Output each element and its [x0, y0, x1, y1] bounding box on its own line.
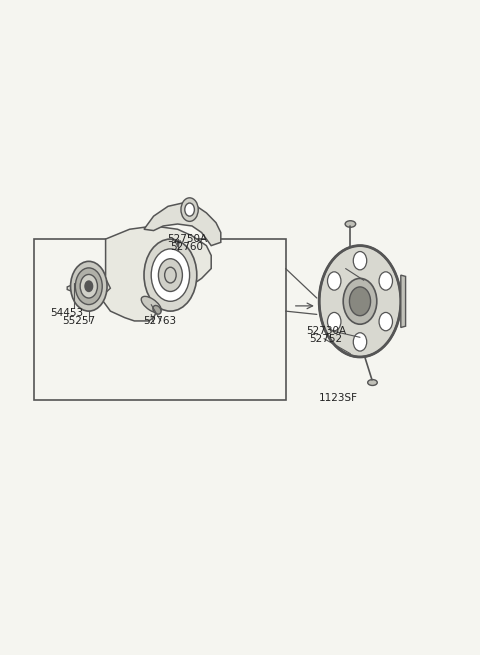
Circle shape: [85, 281, 93, 291]
Ellipse shape: [153, 305, 161, 314]
Circle shape: [327, 312, 341, 331]
Text: 1123SF: 1123SF: [319, 393, 358, 403]
Circle shape: [327, 272, 341, 290]
Text: 52763: 52763: [143, 316, 176, 326]
Text: 52752: 52752: [310, 334, 343, 344]
Circle shape: [343, 278, 377, 324]
Circle shape: [379, 272, 393, 290]
Text: 52730A: 52730A: [306, 326, 347, 336]
PathPatch shape: [101, 226, 211, 321]
Ellipse shape: [368, 380, 377, 385]
Circle shape: [353, 333, 367, 351]
Text: 52760: 52760: [170, 242, 204, 252]
Circle shape: [144, 239, 197, 311]
Text: 54453: 54453: [50, 308, 84, 318]
Circle shape: [181, 198, 198, 221]
Circle shape: [75, 268, 102, 305]
Ellipse shape: [141, 296, 161, 313]
Text: 55257: 55257: [62, 316, 96, 326]
Circle shape: [185, 203, 194, 216]
Circle shape: [353, 252, 367, 270]
PathPatch shape: [67, 278, 110, 293]
Bar: [34, 239, 286, 400]
Circle shape: [151, 249, 190, 301]
Ellipse shape: [345, 221, 356, 227]
Circle shape: [158, 259, 182, 291]
Circle shape: [71, 261, 107, 311]
PathPatch shape: [401, 275, 406, 328]
Circle shape: [319, 246, 401, 357]
Circle shape: [379, 312, 393, 331]
Circle shape: [349, 287, 371, 316]
PathPatch shape: [144, 203, 221, 246]
Circle shape: [80, 274, 97, 298]
Text: 52750A: 52750A: [167, 234, 207, 244]
